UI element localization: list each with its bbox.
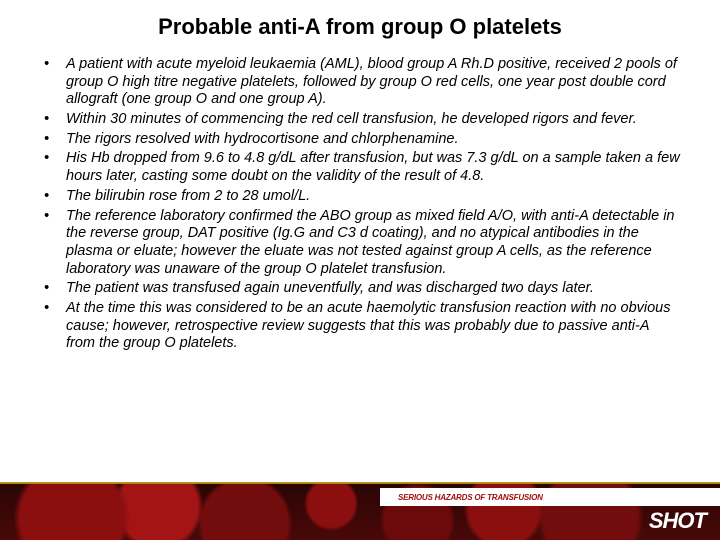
bullet-list: A patient with acute myeloid leukaemia (… (38, 56, 682, 353)
list-item: A patient with acute myeloid leukaemia (… (38, 56, 682, 109)
slide-content: A patient with acute myeloid leukaemia (… (0, 50, 720, 353)
list-item: The rigors resolved with hydrocortisone … (38, 131, 682, 149)
footer-tagline-strip: SERIOUS HAZARDS OF TRANSFUSION (380, 488, 720, 506)
list-item: His Hb dropped from 9.6 to 4.8 g/dL afte… (38, 150, 682, 185)
slide-title: Probable anti-A from group O platelets (0, 0, 720, 50)
slide: Probable anti-A from group O platelets A… (0, 0, 720, 540)
list-item: At the time this was considered to be an… (38, 300, 682, 353)
footer-tagline: SERIOUS HAZARDS OF TRANSFUSION (398, 493, 543, 502)
list-item: The patient was transfused again unevent… (38, 280, 682, 298)
list-item: Within 30 minutes of commencing the red … (38, 111, 682, 129)
list-item: The bilirubin rose from 2 to 28 umol/L. (38, 188, 682, 206)
footer-logo: SHOT (649, 508, 706, 534)
slide-footer: SERIOUS HAZARDS OF TRANSFUSION SHOT (0, 484, 720, 540)
list-item: The reference laboratory confirmed the A… (38, 208, 682, 279)
